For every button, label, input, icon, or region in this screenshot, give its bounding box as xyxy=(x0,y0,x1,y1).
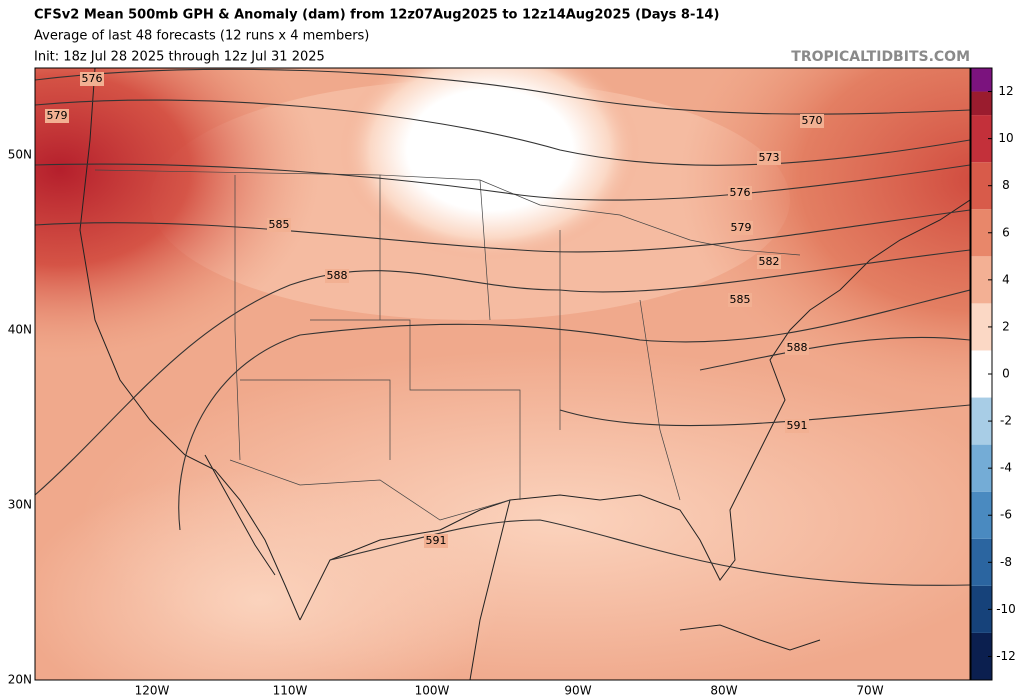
contour-label-bg xyxy=(424,534,448,548)
contour-label-bg xyxy=(757,255,781,269)
colorbar-band xyxy=(971,303,992,351)
contour-label: 591 xyxy=(787,419,808,432)
contour-label: 582 xyxy=(759,255,780,268)
colorbar-band xyxy=(971,444,992,492)
contour-label: 570 xyxy=(802,114,823,127)
colorbar-band xyxy=(971,162,992,210)
watermark: TROPICALTIDBITS.COM xyxy=(791,49,970,65)
colorbar-band xyxy=(971,115,992,163)
contour-label-bg xyxy=(757,151,781,165)
lat-label: 50N xyxy=(8,148,32,162)
subtitle: Average of last 48 forecasts (12 runs x … xyxy=(34,29,369,44)
colorbar-band xyxy=(971,585,992,633)
contour-label: 579 xyxy=(731,221,752,234)
lat-label: 20N xyxy=(8,673,32,687)
contour-label-bg xyxy=(785,341,809,355)
colorbar-band xyxy=(971,209,992,257)
init-text: Init: 18z Jul 28 2025 through 12z Jul 31… xyxy=(34,50,325,65)
contour-label: 576 xyxy=(730,186,751,199)
contour-label-bg xyxy=(80,72,104,86)
contour-label: 588 xyxy=(787,341,808,354)
map-frame xyxy=(34,67,971,681)
colorbar-tick-label: -2 xyxy=(1000,414,1012,428)
colorbar-band xyxy=(971,256,992,304)
colorbar-band xyxy=(971,350,992,398)
colorbar-tick-label: -4 xyxy=(1000,461,1012,475)
borders xyxy=(94,169,801,521)
lon-label: 120W xyxy=(135,684,170,698)
contour-label-bg xyxy=(728,186,752,200)
contour-label-bg xyxy=(785,419,809,433)
colorbar-tick-label: -8 xyxy=(1000,555,1012,569)
colorbar-band xyxy=(971,397,992,445)
title: CFSv2 Mean 500mb GPH & Anomaly (dam) fro… xyxy=(34,8,719,23)
contour-label: 588 xyxy=(327,269,348,282)
contour-label: 576 xyxy=(82,72,103,85)
colorbar-band xyxy=(971,68,992,92)
lat-label: 40N xyxy=(8,323,32,337)
colorbar-band xyxy=(971,632,992,680)
colorbar-tick-label: 4 xyxy=(1002,272,1010,286)
colorbar-tick-label: 0 xyxy=(1002,367,1010,381)
lon-label: 90W xyxy=(564,684,591,698)
colorbar-tick-label: -12 xyxy=(996,649,1016,663)
colorbar-tick-label: 6 xyxy=(1002,225,1010,239)
lon-label: 100W xyxy=(415,684,450,698)
contour-label-bg xyxy=(729,221,753,235)
lat-label: 30N xyxy=(8,498,32,512)
colorbar-tick-label: 12 xyxy=(998,84,1013,98)
contour-label-bg xyxy=(800,114,824,128)
contour-lines xyxy=(35,68,970,586)
colorbar-band xyxy=(971,491,992,539)
contour-label-bg xyxy=(267,218,291,232)
contour-label-bg xyxy=(325,269,349,283)
colorbar-tick-label: -10 xyxy=(996,602,1016,616)
contour-label: 573 xyxy=(759,151,780,164)
contour-label: 585 xyxy=(269,218,290,231)
contour-label-bg xyxy=(728,293,752,307)
lon-label: 80W xyxy=(710,684,737,698)
contour-label: 591 xyxy=(426,534,447,547)
lon-label: 110W xyxy=(273,684,308,698)
lon-label: 70W xyxy=(856,684,883,698)
contour-label: 579 xyxy=(47,109,68,122)
colorbar-tick-label: -6 xyxy=(1000,508,1012,522)
colorbar-band xyxy=(971,538,992,586)
colorbar-tick-label: 10 xyxy=(998,131,1013,145)
colorbar-tick-label: 8 xyxy=(1002,178,1010,192)
colorbar-tick-label: 2 xyxy=(1002,319,1010,333)
coastlines xyxy=(79,68,970,680)
contour-label: 585 xyxy=(730,293,751,306)
contour-label-bg xyxy=(45,109,69,123)
colorbar-band xyxy=(971,91,992,116)
